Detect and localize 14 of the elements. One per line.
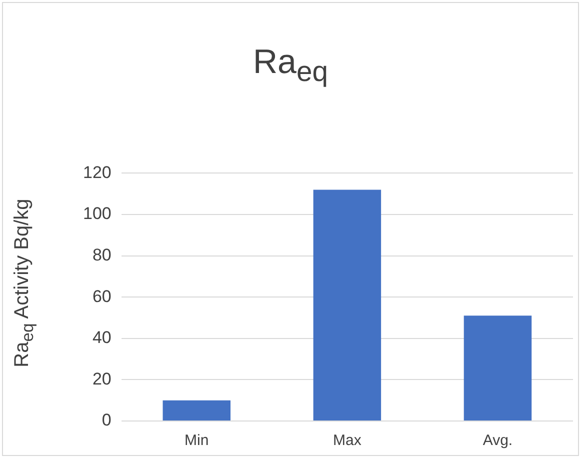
chart-title: Ra$_{eq}$ (252, 43, 329, 89)
y-tick-label: 120 (82, 162, 112, 182)
bar (313, 190, 382, 420)
y-tick-label: 80 (92, 245, 112, 264)
x-tick-label: Max (333, 432, 362, 450)
x-tick-label: Avg. (482, 432, 513, 450)
y-tick-label: 20 (92, 369, 112, 388)
x-tick-label: Min (184, 432, 209, 450)
y-tick-label: 40 (92, 328, 112, 348)
y-tick-label: 60 (92, 286, 112, 306)
y-tick-label: 100 (82, 204, 112, 224)
y-tick-label: 0 (102, 410, 112, 430)
bar (162, 400, 231, 420)
bar (464, 316, 532, 420)
